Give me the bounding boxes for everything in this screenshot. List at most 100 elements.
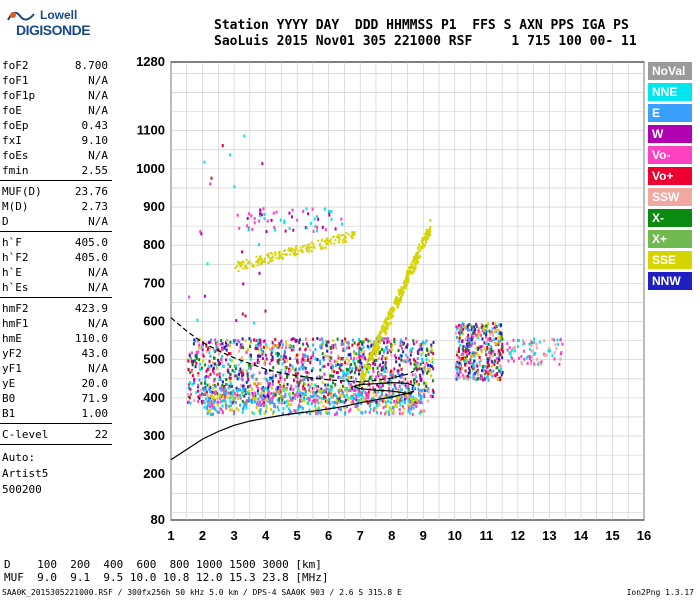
echo-point xyxy=(347,368,350,372)
echo-point xyxy=(318,242,321,245)
param-name: hmF2 xyxy=(2,302,29,315)
echo-point xyxy=(298,341,301,345)
echo-point xyxy=(390,400,393,404)
echo-point xyxy=(353,371,356,375)
echo-point xyxy=(203,401,206,405)
echo-point xyxy=(355,404,358,408)
echo-point xyxy=(202,393,205,397)
param-row: D N/A xyxy=(2,214,108,229)
echo-point xyxy=(269,384,272,388)
echo-point xyxy=(216,393,219,397)
echo-point xyxy=(199,362,202,366)
echo-point xyxy=(367,370,370,374)
echo-point xyxy=(332,365,335,369)
echo-point xyxy=(307,396,310,400)
param-value: 22 xyxy=(94,428,108,441)
echo-point xyxy=(314,398,317,402)
echo-point xyxy=(370,344,373,348)
echo-point xyxy=(306,245,309,248)
echo-point xyxy=(497,342,500,346)
echo-point xyxy=(407,393,410,397)
echo-point xyxy=(371,374,374,378)
echo-point xyxy=(431,395,434,399)
echo-point xyxy=(330,387,333,391)
echo-point xyxy=(469,375,472,379)
echo-point xyxy=(559,338,562,342)
echo-point xyxy=(216,343,219,347)
echo-point xyxy=(259,339,262,343)
echo-point xyxy=(283,360,286,364)
echo-point xyxy=(327,340,330,344)
echo-point xyxy=(426,389,429,393)
echo-point xyxy=(464,359,467,363)
echo-point xyxy=(372,366,375,370)
echo-point xyxy=(225,403,228,407)
echo-point xyxy=(250,387,253,391)
echo-point xyxy=(271,373,274,377)
param-value: 405.0 xyxy=(74,251,108,264)
echo-point xyxy=(199,388,202,392)
echo-point xyxy=(327,239,330,242)
echo-point xyxy=(198,396,201,400)
y-tick-label: 600 xyxy=(143,314,165,329)
echo-point xyxy=(383,320,386,324)
echo-point xyxy=(312,343,315,347)
echo-point xyxy=(245,259,248,262)
echo-point xyxy=(335,399,338,403)
echo-point xyxy=(207,402,210,406)
echo-point xyxy=(418,243,421,247)
echo-point xyxy=(240,391,243,395)
echo-point xyxy=(400,291,403,295)
echo-point xyxy=(345,377,348,381)
echo-point xyxy=(512,359,515,363)
echo-point xyxy=(264,343,267,347)
echo-point xyxy=(317,401,320,405)
echo-point xyxy=(299,391,302,395)
echo-point xyxy=(303,377,306,381)
echo-point xyxy=(237,408,240,412)
echo-point xyxy=(259,212,262,216)
echo-point xyxy=(270,407,273,411)
echo-point xyxy=(390,312,393,316)
echo-point xyxy=(278,389,281,393)
echo-point xyxy=(332,393,335,397)
echo-point xyxy=(410,265,413,269)
echo-point xyxy=(376,366,379,370)
echo-point xyxy=(285,400,288,404)
echo-point xyxy=(188,295,191,299)
echo-point xyxy=(312,245,315,248)
echo-point xyxy=(310,249,313,252)
legend-item-w: W xyxy=(648,125,692,143)
echo-point xyxy=(466,377,469,381)
echo-point xyxy=(204,379,207,383)
echo-point xyxy=(420,353,423,357)
echo-point xyxy=(390,353,393,357)
echo-point xyxy=(485,335,488,339)
param-row: foF2 8.700 xyxy=(2,58,108,73)
echo-point xyxy=(461,373,464,377)
param-name: foF1 xyxy=(2,74,29,87)
echo-point xyxy=(418,343,421,347)
echo-point xyxy=(493,362,496,366)
param-value: 423.9 xyxy=(74,302,108,315)
param-value: 110.0 xyxy=(74,332,108,345)
echo-point xyxy=(419,399,422,403)
echo-point xyxy=(299,379,302,383)
echo-point xyxy=(401,288,404,292)
echo-point xyxy=(398,356,401,360)
echo-point xyxy=(329,238,332,241)
echo-point xyxy=(234,374,237,378)
echo-point xyxy=(330,242,333,245)
echo-point xyxy=(221,388,224,392)
echo-point xyxy=(382,355,385,359)
param-row: MUF(D) 23.76 xyxy=(2,184,108,199)
echo-point xyxy=(352,232,355,235)
echo-point xyxy=(295,339,298,343)
echo-point xyxy=(308,385,311,389)
echo-point xyxy=(337,236,340,239)
echo-point xyxy=(530,344,533,348)
echo-point xyxy=(544,354,547,358)
echo-point xyxy=(394,353,397,357)
echo-point xyxy=(357,369,360,373)
echo-point xyxy=(224,389,227,393)
